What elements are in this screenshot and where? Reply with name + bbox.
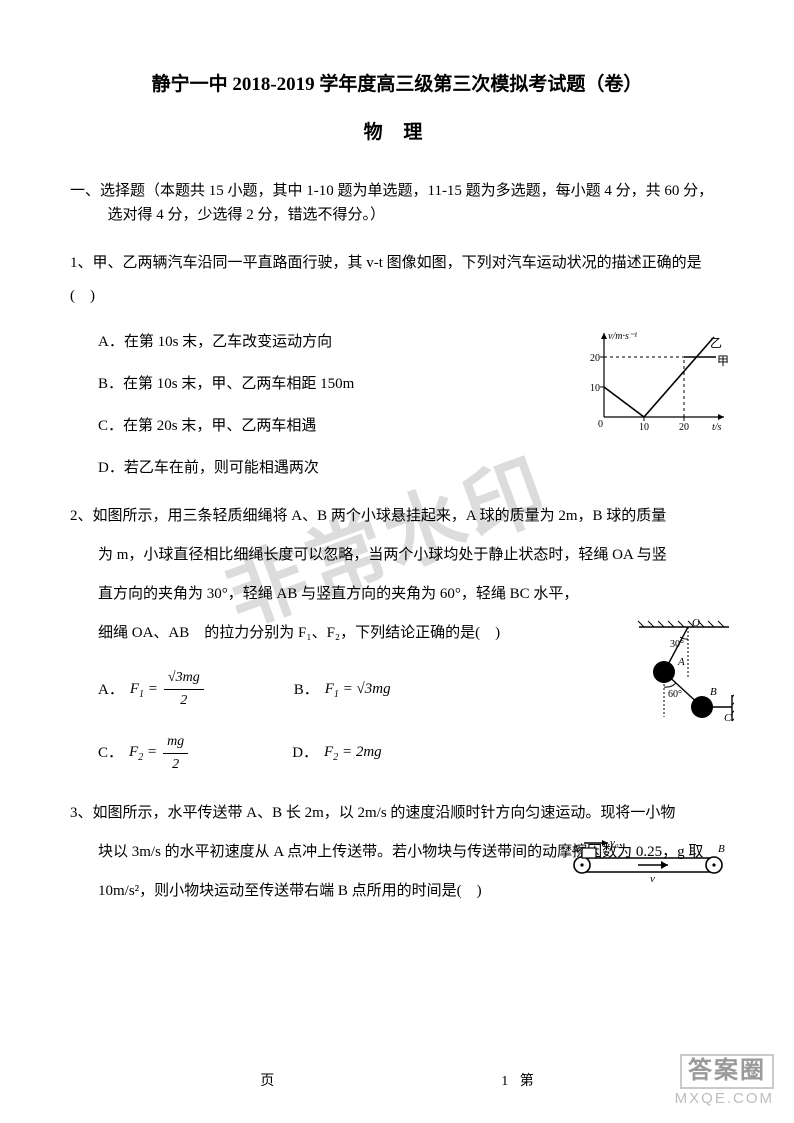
svg-text:乙: 乙 — [710, 336, 722, 350]
svg-text:C: C — [724, 712, 732, 724]
q1-vt-graph: 10 20 10 20 t/s v/m·s⁻¹ 乙 甲 0 — [584, 327, 734, 437]
q1-stem: 1、甲、乙两辆汽车沿同一平直路面行驶，其 v-t 图像如图，下列对汽车运动状况的… — [70, 247, 724, 313]
svg-text:t/s: t/s — [712, 422, 722, 433]
svg-text:O: O — [692, 617, 700, 629]
svg-text:v₀: v₀ — [610, 838, 619, 849]
q2-stem-line3: 直方向的夹角为 30°，轻绳 AB 与竖直方向的夹角为 60°，轻绳 BC 水平… — [70, 586, 578, 602]
q2-d-prefix: D． — [292, 741, 318, 765]
q3-stem-line3: 10m/s²，则小物块运动至传送带右端 B 点所用的时间是( ) — [70, 883, 482, 899]
q2-option-b: B． F1 = √3mg — [294, 677, 391, 703]
question-1: 1、甲、乙两辆汽车沿同一平直路面行驶，其 v-t 图像如图，下列对汽车运动状况的… — [70, 247, 724, 483]
q2-option-d: D． F2 = 2mg — [292, 740, 381, 766]
q2-c-prefix: C． — [98, 741, 123, 765]
question-2: 2、如图所示，用三条轻质细绳将 A、B 两个小球悬挂起来，A 球的质量为 2m，… — [70, 497, 724, 777]
q2-stem-line4: 细绳 OA、AB 的拉力分别为 F₁、F₂，下列结论正确的是( ) — [70, 625, 500, 641]
question-3: 3、如图所示，水平传送带 A、B 长 2m，以 2m/s 的速度沿顺时针方向匀速… — [70, 794, 724, 911]
q2-stem-line2: 为 m，小球直径相比细绳长度可以忽略，当两个小球均处于静止状态时，轻绳 OA 与… — [70, 547, 667, 563]
svg-text:20: 20 — [590, 353, 600, 364]
svg-text:10: 10 — [639, 422, 649, 433]
svg-text:v/m·s⁻¹: v/m·s⁻¹ — [608, 331, 637, 342]
q1-option-d: D．若乙车在前，则可能相遇两次 — [98, 453, 724, 483]
section-1-header: 一、选择题（本题共 15 小题，其中 1-10 题为单选题，11-15 题为多选… — [70, 179, 724, 227]
footer-suffix: 第 — [520, 1074, 534, 1089]
svg-text:B: B — [710, 686, 717, 698]
svg-text:B: B — [718, 843, 725, 855]
svg-text:A: A — [571, 843, 579, 855]
brand-watermark: 答案圈 MXQE.COM — [675, 1054, 774, 1107]
q2-stem-line1: 2、如图所示，用三条轻质细绳将 A、B 两个小球悬挂起来，A 球的质量为 2m，… — [70, 508, 666, 524]
svg-text:A: A — [677, 656, 685, 668]
footer-page-number: 1 — [501, 1074, 508, 1089]
svg-text:v: v — [650, 873, 655, 885]
svg-text:10: 10 — [590, 383, 600, 394]
svg-text:20: 20 — [679, 422, 689, 433]
svg-text:60°: 60° — [668, 689, 682, 700]
exam-title-main: 静宁一中 2018-2019 学年度高三级第三次模拟考试题（卷） — [70, 70, 724, 100]
q3-conveyor-diagram: v₀ v A B — [564, 838, 734, 898]
q2-diagram: O 30° 60° A — [584, 617, 734, 757]
footer-page-label: 页 — [260, 1074, 274, 1089]
q2-a-prefix: A． — [98, 678, 124, 702]
svg-text:甲: 甲 — [717, 354, 729, 368]
q3-stem-line1: 3、如图所示，水平传送带 A、B 长 2m，以 2m/s 的速度沿顺时针方向匀速… — [70, 805, 675, 821]
brand-box-text: 答案圈 — [680, 1054, 774, 1088]
brand-url-text: MXQE.COM — [675, 1091, 774, 1108]
q2-option-c: C． F2 = mg2 — [98, 731, 188, 777]
exam-title-subject: 物 理 — [70, 118, 724, 148]
q2-b-prefix: B． — [294, 678, 319, 702]
q2-option-a: A． F1 = √3mg2 — [98, 667, 204, 713]
svg-text:30°: 30° — [670, 639, 684, 650]
svg-text:0: 0 — [598, 419, 603, 430]
